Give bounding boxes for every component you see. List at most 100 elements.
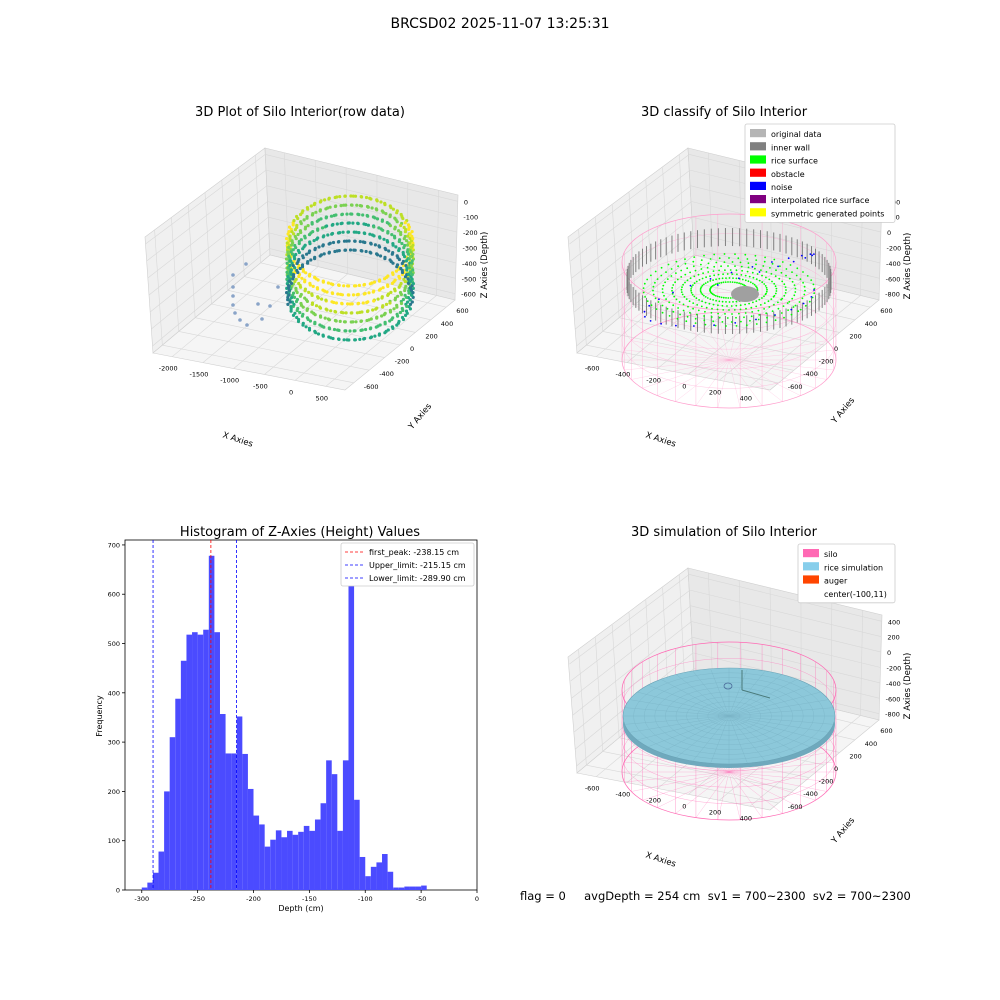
y-tick-label: -600 — [788, 383, 803, 391]
rice-surface-point — [779, 265, 781, 268]
gridline — [572, 621, 692, 716]
rice-surface-point — [746, 258, 749, 260]
rice-surface-point — [711, 307, 713, 310]
data-point — [363, 231, 367, 236]
z-tick-label: 400 — [888, 618, 900, 626]
rice-surface-point — [723, 261, 726, 263]
data-point — [286, 286, 291, 290]
noise-point — [790, 308, 793, 311]
data-point — [405, 268, 409, 272]
rice-surface-point — [775, 290, 778, 292]
y-tick-label: 400 — [865, 740, 877, 748]
histogram-bar — [287, 830, 293, 890]
data-point — [292, 295, 297, 299]
data-point — [383, 277, 387, 281]
rice-surface-point — [774, 319, 777, 322]
panel3-vlines — [152, 540, 237, 890]
histogram-bar — [147, 882, 153, 890]
data-point — [286, 295, 290, 299]
rice-surface-point — [720, 296, 723, 299]
rice-surface-point — [691, 293, 694, 296]
data-point — [260, 317, 264, 321]
x-tick-label: -50 — [416, 895, 427, 903]
gridline — [148, 201, 268, 296]
z-tick-label: -800 — [885, 711, 900, 719]
data-point — [386, 240, 390, 244]
rice-surface-point — [741, 269, 743, 272]
rice-surface-point — [755, 323, 758, 325]
noise-point — [713, 324, 715, 326]
rice-surface-point — [767, 300, 770, 303]
rice-surface-point — [763, 302, 766, 304]
data-point — [301, 209, 305, 213]
data-point — [350, 203, 354, 207]
rice-surface-point — [672, 284, 675, 286]
data-point — [336, 328, 340, 332]
data-point — [345, 338, 349, 342]
rice-surface-point — [786, 302, 789, 304]
x-tick-label: -600 — [585, 785, 600, 793]
y-tick-label: -600 — [788, 803, 803, 811]
histogram-bar — [354, 799, 360, 890]
rice-surface-point — [725, 297, 727, 299]
data-point — [379, 254, 383, 258]
data-point — [360, 195, 364, 199]
y-tick-label: 300 — [108, 739, 120, 747]
legend-swatch — [750, 181, 766, 190]
y-tick-label: 400 — [865, 320, 877, 328]
rice-surface-point — [783, 316, 785, 319]
data-point — [296, 248, 300, 253]
rice-surface-point — [780, 312, 783, 314]
data-point — [389, 290, 393, 294]
data-point — [345, 239, 349, 243]
histogram-bar — [387, 871, 394, 890]
gridline — [692, 232, 880, 279]
rice-surface-point — [799, 278, 802, 280]
legend-label: symmetric generated points — [771, 209, 884, 218]
data-point — [369, 251, 373, 255]
rice-surface-point — [793, 294, 796, 297]
data-point — [334, 301, 338, 305]
data-point — [311, 284, 315, 288]
gridline — [265, 169, 458, 217]
data-point — [336, 292, 340, 296]
data-point — [310, 301, 315, 305]
x-tick-label: 200 — [709, 808, 721, 816]
histogram-bar — [348, 574, 355, 890]
data-point — [338, 319, 342, 323]
data-point — [337, 240, 341, 244]
data-point — [298, 310, 302, 315]
panel2-gridlines — [569, 152, 882, 387]
data-point — [340, 221, 344, 225]
rice-surface-point — [793, 284, 796, 286]
histogram-bar — [421, 885, 427, 890]
data-point — [407, 227, 411, 231]
data-point — [290, 296, 294, 300]
data-point — [399, 301, 404, 306]
rice-surface-point — [726, 305, 728, 307]
rice-surface-point — [675, 272, 677, 274]
rice-surface-point — [766, 316, 768, 319]
rice-surface-point — [764, 256, 766, 259]
data-point — [380, 305, 385, 309]
legend-label: obstacle — [771, 170, 805, 179]
data-point — [295, 315, 299, 320]
rice-surface-point — [663, 294, 665, 297]
rice-surface-point — [774, 275, 777, 278]
silo-spoke — [657, 359, 730, 396]
gridline — [569, 574, 690, 665]
histogram-bar — [409, 886, 416, 890]
rice-surface-point — [646, 278, 649, 281]
gridline — [147, 185, 267, 279]
rice-surface-point — [686, 279, 689, 282]
data-point — [312, 239, 316, 243]
noise-point — [777, 265, 779, 268]
x-tick-label: -1000 — [220, 377, 239, 385]
rice-surface-point — [738, 282, 740, 285]
data-point — [316, 227, 320, 231]
rice-surface-point — [765, 276, 767, 279]
data-point — [311, 230, 315, 234]
rice-surface-point — [747, 280, 750, 283]
histogram-bar — [376, 862, 383, 890]
data-point — [305, 307, 310, 311]
